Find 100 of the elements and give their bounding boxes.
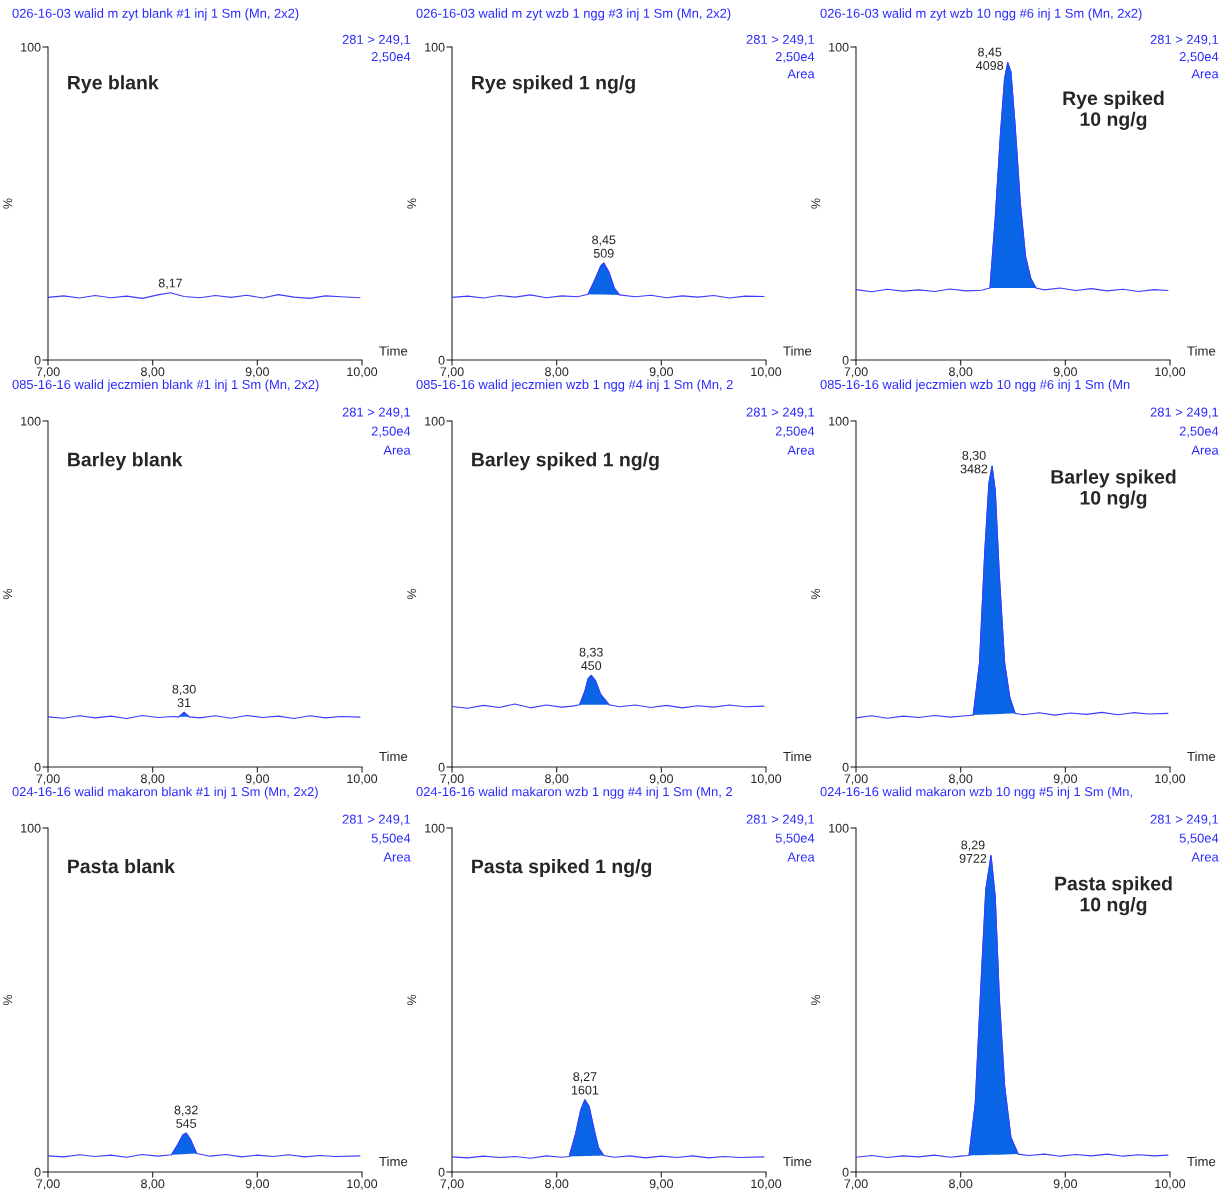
text: Rye spiked 10 ng/g bbox=[1063, 90, 1164, 130]
x-tick-label: 7,00 bbox=[36, 774, 60, 785]
x-tick-label: 9,00 bbox=[1053, 774, 1078, 785]
y-axis-title: % bbox=[407, 198, 417, 209]
x-tick-label: 9,00 bbox=[245, 774, 270, 785]
x-tick-label: 7,00 bbox=[440, 774, 464, 785]
x-tick-label: 10,00 bbox=[347, 367, 378, 378]
text: 5,50e4 bbox=[1179, 833, 1219, 845]
x-tick-label: 9,00 bbox=[649, 367, 674, 378]
x-tick-label: 9,00 bbox=[1053, 367, 1078, 378]
x-tick-label: 10,00 bbox=[1155, 367, 1186, 378]
text: Area bbox=[1191, 445, 1219, 455]
text: Barley spiked 1 ng/g bbox=[472, 452, 659, 471]
y-axis-title: % bbox=[3, 198, 13, 209]
y-tick-label: 100 bbox=[829, 823, 849, 833]
x-tick-label: 7,00 bbox=[844, 1179, 868, 1190]
x-tick-label: 8,00 bbox=[545, 1179, 569, 1190]
y-tick-label: 0 bbox=[438, 762, 445, 772]
y-tick-label: 0 bbox=[438, 1167, 445, 1177]
x-tick-label: 8,00 bbox=[949, 367, 973, 378]
x-tick-label: 10,00 bbox=[1155, 774, 1186, 785]
x-axis-title: Time bbox=[1187, 345, 1216, 356]
y-tick-label: 0 bbox=[438, 355, 445, 365]
text: 281 > 249,1 bbox=[342, 34, 411, 46]
x-tick-label: 9,00 bbox=[649, 774, 674, 785]
text: 2,50e4 bbox=[775, 426, 815, 438]
x-tick-label: 8,00 bbox=[141, 367, 165, 378]
x-tick-label: 10,00 bbox=[751, 774, 782, 785]
text: Barley blank bbox=[68, 452, 183, 471]
text: Area bbox=[787, 69, 815, 79]
x-tick-label: 10,00 bbox=[751, 1179, 782, 1190]
x-axis-title: Time bbox=[783, 751, 812, 762]
y-axis-title: % bbox=[3, 994, 13, 1006]
text: 281 > 249,1 bbox=[746, 34, 815, 46]
y-tick-label: 100 bbox=[425, 42, 445, 52]
y-tick-label: 0 bbox=[34, 355, 41, 365]
x-tick-label: 8,00 bbox=[949, 774, 973, 785]
x-tick-label: 10,00 bbox=[347, 1179, 378, 1190]
text: 2,50e4 bbox=[371, 426, 411, 438]
annotation: 8,33 450 bbox=[579, 647, 603, 671]
line-series bbox=[452, 674, 765, 709]
y-tick-label: 100 bbox=[829, 416, 849, 426]
x-tick-label: 10,00 bbox=[751, 367, 782, 378]
annotation: 8,27 1601 bbox=[571, 1072, 599, 1095]
line-series bbox=[48, 711, 361, 720]
annotation: 8,32 545 bbox=[174, 1105, 198, 1128]
y-tick-label: 100 bbox=[425, 823, 445, 833]
annotation: 8,45 4098 bbox=[976, 47, 1004, 70]
text: 2,50e4 bbox=[371, 52, 411, 63]
y-tick-label: 0 bbox=[842, 1167, 849, 1177]
text: 281 > 249,1 bbox=[1150, 407, 1219, 419]
text: 281 > 249,1 bbox=[746, 814, 815, 826]
x-tick-label: 7,00 bbox=[440, 367, 464, 378]
text: Area bbox=[1191, 69, 1219, 79]
chart-title: 026-16-03 walid m zyt wzb 1 ngg #3 inj 1 Sm (Mn, 2x2) bbox=[416, 8, 731, 21]
text: Area bbox=[787, 445, 815, 455]
text: 5,50e4 bbox=[775, 833, 815, 845]
chart-title: 026-16-03 walid m zyt wzb 10 ngg #6 inj 1 Sm (Mn, 2x2) bbox=[820, 8, 1142, 21]
y-axis-title: % bbox=[811, 994, 821, 1006]
x-tick-label: 7,00 bbox=[844, 774, 868, 785]
text: Area bbox=[787, 852, 815, 862]
y-tick-label: 100 bbox=[21, 42, 41, 52]
x-tick-label: 9,00 bbox=[245, 1179, 270, 1190]
annotation: 8,17 bbox=[158, 278, 182, 289]
text: Barley spiked 10 ng/g bbox=[1051, 469, 1176, 509]
chart-title: 085-16-16 walid jeczmien wzb 1 ngg #4 inj 1 Sm (Mn, 2 bbox=[416, 379, 733, 392]
text: Pasta spiked 1 ng/g bbox=[472, 858, 652, 878]
x-axis-title: Time bbox=[379, 1156, 408, 1167]
x-tick-label: 7,00 bbox=[36, 1179, 60, 1190]
x-axis-title: Time bbox=[379, 751, 408, 762]
y-tick-label: 100 bbox=[829, 42, 849, 52]
x-tick-label: 9,00 bbox=[245, 367, 270, 378]
text: 2,50e4 bbox=[775, 52, 815, 63]
line-series bbox=[452, 1099, 765, 1159]
line-series bbox=[856, 62, 1169, 293]
text: 281 > 249,1 bbox=[1150, 814, 1219, 826]
y-tick-label: 0 bbox=[842, 762, 849, 772]
text: 2,50e4 bbox=[1179, 426, 1219, 438]
text: Area bbox=[1191, 852, 1219, 862]
line-series bbox=[48, 1132, 361, 1158]
y-axis-title: % bbox=[407, 588, 417, 600]
x-tick-label: 8,00 bbox=[141, 1179, 165, 1190]
x-axis-title: Time bbox=[379, 345, 408, 356]
y-tick-label: 0 bbox=[34, 1167, 41, 1177]
text: 5,50e4 bbox=[371, 833, 411, 845]
chart-title: 024-16-16 walid makaron wzb 10 ngg #5 inj 1 Sm (Mn, bbox=[820, 786, 1132, 799]
y-axis-title: % bbox=[811, 588, 821, 600]
y-tick-label: 100 bbox=[425, 416, 445, 426]
x-tick-label: 7,00 bbox=[844, 367, 868, 378]
x-axis-title: Time bbox=[1187, 751, 1216, 762]
annotation: 8,30 3482 bbox=[960, 450, 988, 474]
chart-title: 085-16-16 walid jeczmien wzb 10 ngg #6 inj 1 Sm (Mn bbox=[820, 379, 1130, 392]
y-axis-title: % bbox=[3, 588, 13, 600]
x-tick-label: 7,00 bbox=[36, 367, 60, 378]
text: Area bbox=[383, 852, 411, 862]
x-tick-label: 8,00 bbox=[141, 774, 165, 785]
y-tick-label: 0 bbox=[34, 762, 41, 772]
x-axis-title: Time bbox=[783, 1156, 812, 1167]
text: Rye blank bbox=[68, 75, 159, 94]
annotation: 8,29 9722 bbox=[959, 840, 987, 863]
